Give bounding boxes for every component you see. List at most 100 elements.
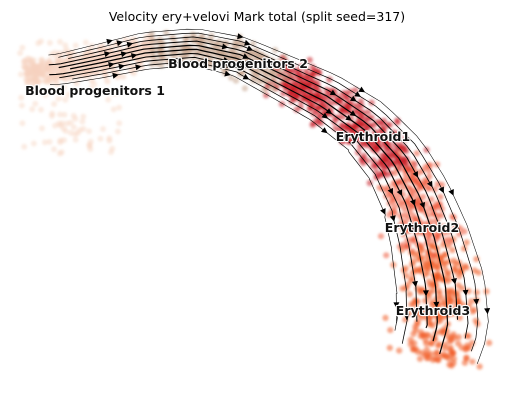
cell-point bbox=[453, 269, 461, 276]
cell-point bbox=[306, 89, 313, 96]
streamline bbox=[49, 52, 428, 329]
cell-point bbox=[407, 336, 414, 343]
velocity-arrow bbox=[380, 208, 386, 215]
cell-point bbox=[97, 135, 104, 142]
cluster-label-erythroid3: Erythroid3 bbox=[396, 303, 470, 318]
cell-point bbox=[366, 179, 373, 187]
cell-point bbox=[456, 231, 463, 238]
cell-point bbox=[29, 70, 36, 77]
velocity-arrow bbox=[403, 313, 410, 320]
cell-point bbox=[416, 355, 424, 362]
streamline bbox=[48, 28, 489, 364]
streamline bbox=[68, 36, 469, 339]
velocity-arrow bbox=[396, 189, 403, 196]
cell-point bbox=[23, 65, 30, 72]
cell-point bbox=[405, 227, 412, 234]
cluster-label-erythroid1: Erythroid1 bbox=[336, 129, 410, 144]
cell-point bbox=[39, 125, 45, 132]
cell-point bbox=[426, 313, 433, 320]
cell-point bbox=[424, 233, 431, 240]
cell-point bbox=[61, 111, 68, 118]
cell-point bbox=[463, 345, 470, 352]
cell-point bbox=[448, 298, 455, 305]
cell-point bbox=[428, 340, 435, 347]
cell-point bbox=[410, 346, 417, 353]
velocity-arrow bbox=[126, 41, 134, 48]
cell-point bbox=[435, 356, 442, 363]
cell-point bbox=[116, 120, 123, 127]
cell-point bbox=[23, 70, 30, 77]
cell-point bbox=[152, 56, 159, 64]
cluster-label-blood-progenitors-1: Blood progenitors 1 bbox=[25, 83, 165, 98]
cell-point bbox=[357, 112, 364, 119]
cell-point bbox=[438, 313, 445, 320]
velocity-arrow bbox=[329, 89, 337, 96]
cell-point bbox=[416, 180, 423, 187]
cell-point bbox=[463, 354, 470, 361]
cell-point bbox=[42, 92, 49, 98]
velocity-arrow bbox=[433, 301, 440, 308]
cell-point bbox=[51, 101, 58, 107]
velocity-arrow bbox=[412, 171, 419, 178]
cell-point bbox=[74, 129, 81, 136]
velocity-arrow bbox=[244, 59, 252, 65]
streamline bbox=[59, 56, 418, 322]
velocity-arrow bbox=[223, 57, 230, 63]
cell-point bbox=[48, 79, 55, 86]
cell-point bbox=[352, 87, 359, 94]
cell-point bbox=[418, 314, 425, 321]
cell-point bbox=[392, 132, 399, 139]
cell-point bbox=[396, 347, 403, 354]
cell-point bbox=[315, 69, 322, 76]
cell-point bbox=[32, 78, 39, 85]
velocity-arrow bbox=[244, 39, 251, 46]
cell-point bbox=[422, 336, 429, 344]
velocity-arrow bbox=[393, 302, 400, 309]
cell-point bbox=[55, 120, 62, 127]
velocity-arrow bbox=[462, 289, 469, 296]
cell-point bbox=[113, 89, 120, 96]
cell-point bbox=[410, 212, 417, 220]
velocity-arrow bbox=[242, 53, 249, 59]
velocity-arrow bbox=[448, 189, 454, 196]
cell-point bbox=[360, 160, 367, 167]
velocity-arrow bbox=[106, 38, 113, 45]
cell-point bbox=[46, 39, 53, 46]
cell-point bbox=[376, 128, 383, 135]
cell-point bbox=[60, 125, 67, 132]
cell-point bbox=[29, 58, 36, 65]
cell-point bbox=[58, 149, 65, 156]
cell-point bbox=[447, 346, 454, 353]
cell-point bbox=[267, 83, 274, 90]
cell-point bbox=[30, 140, 37, 147]
cell-point bbox=[357, 143, 364, 150]
velocity-arrow bbox=[387, 187, 393, 195]
cell-point bbox=[57, 38, 63, 45]
cell-point bbox=[390, 179, 397, 186]
cell-point bbox=[455, 340, 462, 347]
cell-point bbox=[72, 136, 79, 143]
velocity-arrow bbox=[410, 199, 416, 206]
cell-point bbox=[427, 162, 434, 169]
streamline bbox=[58, 44, 449, 355]
cell-point bbox=[82, 39, 89, 46]
velocity-arrow bbox=[112, 72, 119, 79]
cell-point bbox=[426, 321, 434, 328]
cell-point bbox=[440, 299, 448, 306]
cell-point bbox=[433, 272, 440, 279]
cell-point bbox=[148, 30, 155, 38]
cell-point bbox=[383, 252, 390, 259]
cell-point bbox=[412, 222, 420, 229]
streamline bbox=[58, 32, 479, 352]
cell-point bbox=[398, 306, 406, 314]
cell-point bbox=[72, 42, 79, 49]
cell-point bbox=[391, 170, 399, 177]
cell-point bbox=[391, 203, 398, 210]
cell-point bbox=[88, 85, 94, 92]
cell-point bbox=[42, 77, 49, 84]
velocity-arrow bbox=[242, 73, 250, 80]
cell-point bbox=[413, 150, 420, 157]
cell-point bbox=[459, 301, 466, 308]
velocity-arrow bbox=[135, 64, 142, 71]
cell-point bbox=[386, 344, 393, 351]
